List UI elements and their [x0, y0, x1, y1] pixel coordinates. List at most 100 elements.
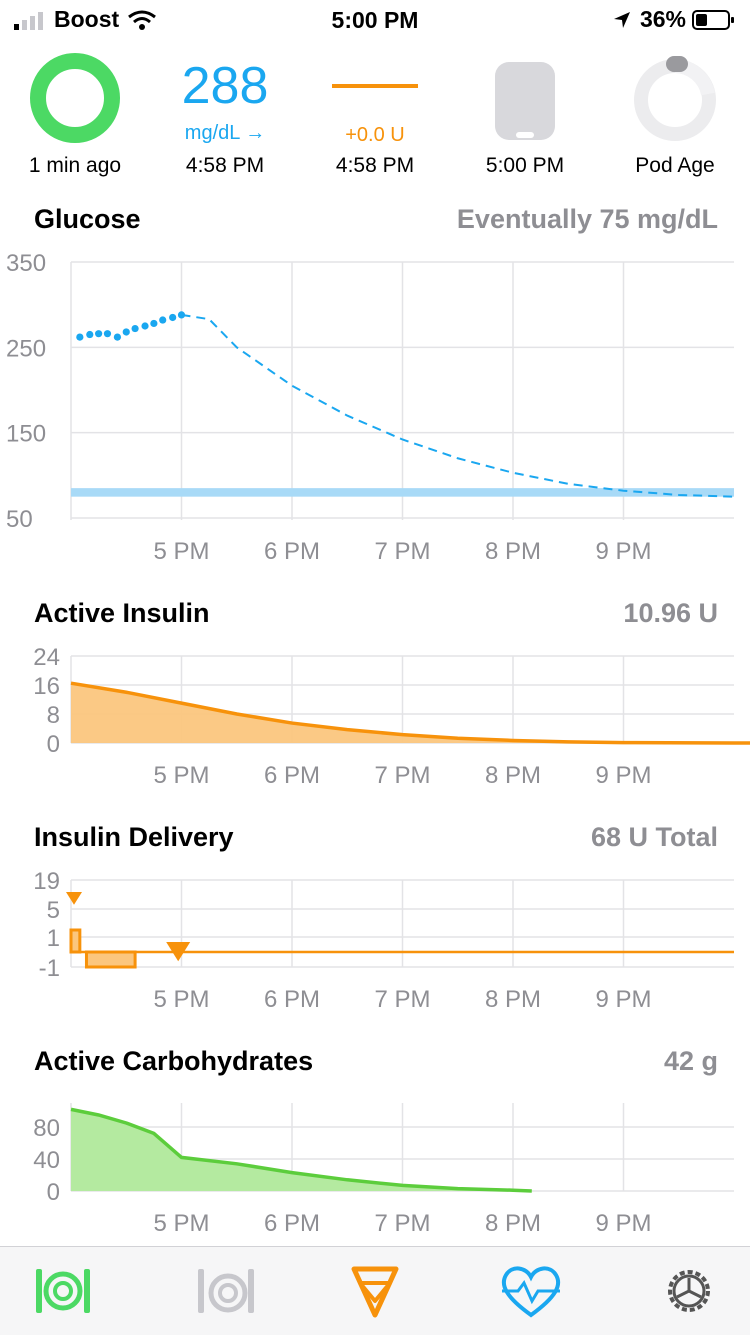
x-tick-label: 7 PM — [374, 538, 430, 565]
temp-basal-block — [69, 928, 82, 954]
bolus-icon — [351, 1266, 399, 1318]
y-tick-label: 16 — [33, 673, 60, 700]
pre-meal-icon — [198, 1269, 254, 1313]
current-glucose: 288 — [181, 57, 269, 115]
y-tick-label: 0 — [47, 731, 60, 758]
active-carbs-line — [70, 1107, 532, 1193]
active-insulin-title: Active Insulin — [34, 598, 210, 628]
glucose-reading-point — [95, 330, 103, 338]
x-tick-label: 9 PM — [595, 986, 651, 1013]
y-tick-label: 250 — [6, 335, 46, 362]
glucose-reading-point — [131, 324, 139, 333]
settings-gear-icon — [668, 1270, 710, 1312]
y-tick-label: 50 — [6, 506, 33, 533]
active-carbs-title: Active Carbohydrates — [34, 1046, 314, 1076]
basal-time: 4:58 PM — [335, 154, 415, 177]
active-insulin-line — [70, 681, 750, 745]
active-carbs-area — [71, 1109, 532, 1191]
x-tick-label: 6 PM — [264, 762, 320, 789]
active-carbs-value: 42 g — [663, 1046, 718, 1076]
predicted-glucose-line — [181, 313, 735, 498]
y-tick-label: 8 — [47, 702, 60, 729]
y-tick-label: 350 — [6, 250, 46, 277]
x-tick-label: 8 PM — [485, 762, 541, 789]
y-tick-label: 40 — [33, 1147, 60, 1174]
temp-basal-block — [84, 950, 137, 969]
glucose-reading-point — [113, 333, 122, 341]
status-bar: Boost 5:00 PM 36% — [0, 0, 750, 40]
glucose-unit-trend: mg/dL → — [184, 122, 266, 144]
clock: 5:00 PM — [331, 7, 419, 33]
x-tick-label: 9 PM — [595, 538, 651, 565]
glucose-reading-point — [103, 330, 112, 338]
pod-age-status[interactable]: Pod Age — [600, 50, 750, 190]
x-tick-label: 7 PM — [374, 986, 430, 1013]
signal-icon — [14, 11, 43, 30]
glucose-chart[interactable]: 350 250 150 50 5 PM 6 PM 7 PM 8 PM 9 PM — [0, 245, 750, 580]
glucose-reading-point — [76, 333, 84, 341]
glucose-eventual: Eventually 75 mg/dL — [456, 204, 718, 234]
y-tick-label: 24 — [33, 644, 60, 671]
x-tick-label: 7 PM — [374, 762, 430, 789]
location-icon — [613, 11, 630, 28]
toolbar — [0, 1246, 750, 1335]
pre-meal-button[interactable] — [188, 1261, 258, 1321]
bolus-button[interactable] — [340, 1261, 410, 1321]
glucose-time: 4:58 PM — [185, 154, 265, 177]
insulin-delivery-total: 68 U Total — [590, 822, 718, 852]
pump-status[interactable]: 5:00 PM — [450, 50, 600, 190]
glucose-reading-point — [159, 316, 167, 324]
x-tick-label: 5 PM — [153, 762, 209, 789]
x-tick-label: 5 PM — [153, 986, 209, 1013]
y-tick-label: 5 — [47, 897, 60, 924]
active-insulin-value: 10.96 U — [623, 598, 718, 628]
battery-percent: 36% — [639, 6, 686, 32]
x-tick-label: 6 PM — [264, 538, 320, 565]
battery-icon — [692, 9, 734, 30]
status-hud: 1 min ago 288 mg/dL → 4:58 PM +0.0 U 4:5… — [0, 50, 750, 190]
health-button[interactable] — [496, 1261, 566, 1321]
basal-status[interactable]: +0.0 U 4:58 PM — [300, 50, 450, 190]
x-tick-label: 9 PM — [595, 762, 651, 789]
wifi-icon — [128, 10, 157, 30]
carrier-group: Boost — [14, 6, 157, 33]
bolus-marker — [66, 892, 82, 905]
y-tick-label: 1 — [47, 925, 60, 952]
settings-button[interactable] — [654, 1261, 724, 1321]
glucose-reading-point — [150, 319, 158, 328]
loop-last-run: 1 min ago — [28, 154, 122, 177]
x-tick-label: 5 PM — [153, 538, 209, 565]
active-carbs-chart[interactable]: 80 40 0 5 PM 6 PM 7 PM 8 PM 9 PM — [0, 1088, 750, 1246]
y-tick-label: 150 — [6, 421, 46, 448]
target-range-band — [71, 488, 734, 497]
glucose-title: Glucose — [34, 204, 141, 234]
glucose-reading-point — [86, 330, 94, 339]
x-tick-label: 8 PM — [485, 1210, 541, 1237]
glucose-status[interactable]: 288 mg/dL → 4:58 PM — [150, 50, 300, 190]
basal-rate-line-icon — [332, 84, 418, 88]
glucose-reading-point — [141, 322, 149, 330]
bolus-marker — [166, 942, 191, 962]
x-tick-label: 8 PM — [485, 986, 541, 1013]
active-insulin-area — [71, 683, 734, 743]
basal-delta: +0.0 U — [345, 124, 405, 146]
health-heart-icon — [501, 1266, 561, 1318]
loop-status[interactable]: 1 min ago — [0, 50, 150, 190]
y-tick-label: 0 — [47, 1179, 60, 1206]
x-tick-label: 9 PM — [595, 1210, 651, 1237]
pod-icon — [495, 62, 555, 140]
x-tick-label: 8 PM — [485, 538, 541, 565]
pod-age-ring-icon — [634, 56, 716, 141]
x-tick-label: 6 PM — [264, 1210, 320, 1237]
x-tick-label: 6 PM — [264, 986, 320, 1013]
y-tick-label: 19 — [33, 868, 60, 895]
pod-age-label: Pod Age — [635, 154, 715, 177]
glucose-reading-point — [177, 311, 186, 319]
carbs-plate-icon — [36, 1269, 90, 1313]
x-tick-label: 5 PM — [153, 1210, 209, 1237]
pump-time: 5:00 PM — [485, 154, 565, 177]
add-carbs-button[interactable] — [28, 1261, 98, 1321]
carrier-name: Boost — [54, 6, 120, 32]
